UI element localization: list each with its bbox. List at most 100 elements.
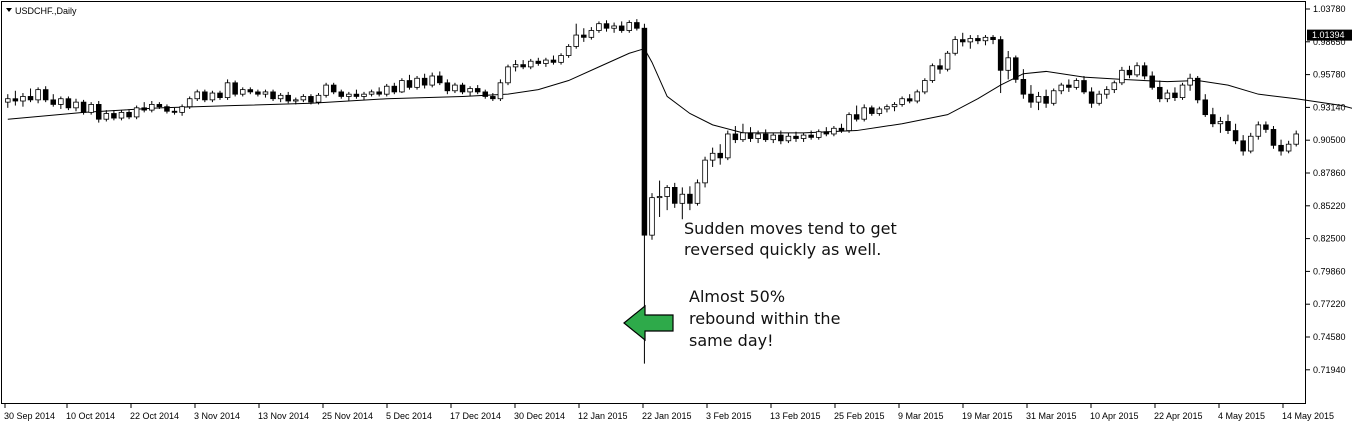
candle <box>88 102 94 115</box>
candle <box>224 79 231 100</box>
candle <box>20 93 26 107</box>
chevron-down-icon[interactable] <box>6 8 12 12</box>
candle <box>899 96 905 107</box>
candle <box>1035 91 1042 111</box>
candle-body <box>376 91 382 95</box>
candle <box>1028 85 1034 108</box>
candle-body <box>1073 80 1080 88</box>
candle <box>399 78 405 94</box>
candle <box>27 88 34 103</box>
x-tick-label: 4 May 2015 <box>1218 411 1265 421</box>
x-tick-label: 14 May 2015 <box>1282 411 1334 421</box>
candle <box>1194 75 1201 104</box>
candle <box>141 102 147 113</box>
candle-body <box>1285 143 1292 152</box>
candle <box>437 71 443 86</box>
candle-body <box>793 135 799 139</box>
candle-body <box>914 91 921 102</box>
candle-body <box>209 92 216 101</box>
candle <box>482 89 489 99</box>
candle-body <box>429 75 435 86</box>
candle <box>808 130 814 140</box>
candle <box>1157 80 1163 103</box>
candle <box>1202 94 1209 117</box>
candle-body <box>202 91 208 101</box>
candle <box>755 130 761 144</box>
candle-body <box>1088 91 1095 104</box>
candle-body <box>1043 96 1049 104</box>
candle-body <box>550 59 557 63</box>
candle <box>1247 132 1254 154</box>
candle-body <box>1149 75 1155 88</box>
candle <box>815 129 822 140</box>
candle <box>884 104 890 113</box>
candle-body <box>899 98 905 105</box>
candle-body <box>255 91 261 95</box>
candle-body <box>1172 92 1178 98</box>
candle <box>1119 66 1125 86</box>
candle <box>770 132 777 144</box>
candle-body <box>308 96 314 103</box>
candle <box>1088 87 1095 108</box>
candle <box>1050 88 1057 106</box>
candle <box>1164 89 1171 103</box>
candle-body <box>922 80 928 93</box>
candle-body <box>232 82 238 95</box>
candle <box>95 101 102 123</box>
candle-body <box>5 98 11 103</box>
candle-body <box>1278 144 1284 152</box>
candle-body <box>141 107 147 111</box>
current-price-box <box>1307 29 1352 41</box>
candle <box>1134 62 1140 78</box>
candle <box>717 144 723 165</box>
candle <box>452 82 458 94</box>
candle <box>588 27 595 40</box>
candle <box>391 82 398 95</box>
candle-body <box>558 55 564 63</box>
candle-body <box>603 23 610 29</box>
candle <box>512 60 519 72</box>
candle <box>725 130 731 161</box>
candle <box>1240 135 1246 156</box>
candle <box>1172 87 1178 102</box>
annotation-line: Sudden moves tend to get <box>684 219 897 238</box>
candle <box>952 36 958 56</box>
candle-body <box>967 38 974 43</box>
candle-body <box>709 152 716 161</box>
candle-body <box>73 101 79 109</box>
candle <box>171 107 178 115</box>
candle-body <box>975 38 981 42</box>
candle <box>869 105 875 116</box>
candle <box>421 73 428 89</box>
x-tick-label: 25 Nov 2014 <box>322 411 373 421</box>
candle-body <box>853 114 860 120</box>
y-tick-label: 0.85220 <box>1313 201 1346 211</box>
candle <box>285 91 291 104</box>
candle <box>853 105 860 122</box>
candle-body <box>747 132 754 139</box>
candle-body <box>20 96 26 102</box>
candle <box>361 91 367 100</box>
candle <box>1149 71 1155 90</box>
candle <box>732 126 739 144</box>
candle-body <box>1111 82 1118 91</box>
candle-body <box>649 197 655 236</box>
candle <box>891 102 898 112</box>
y-tick-label: 0.98650 <box>1313 37 1346 47</box>
candle <box>126 110 132 120</box>
candle-body <box>277 94 284 100</box>
candle <box>1263 121 1269 133</box>
candle <box>156 102 163 109</box>
candle-body <box>702 159 708 184</box>
annotation-rebound: Almost 50% rebound within the same day! <box>689 287 846 350</box>
candle <box>694 179 701 206</box>
candle <box>1270 126 1277 149</box>
candle <box>671 182 678 208</box>
candle <box>1096 90 1102 106</box>
candle-body <box>937 65 943 70</box>
candle-body <box>997 39 1004 71</box>
candle <box>1066 79 1072 92</box>
x-tick-label: 19 Mar 2015 <box>962 411 1013 421</box>
plot-frame <box>1 1 1306 404</box>
candle-body <box>330 84 337 93</box>
